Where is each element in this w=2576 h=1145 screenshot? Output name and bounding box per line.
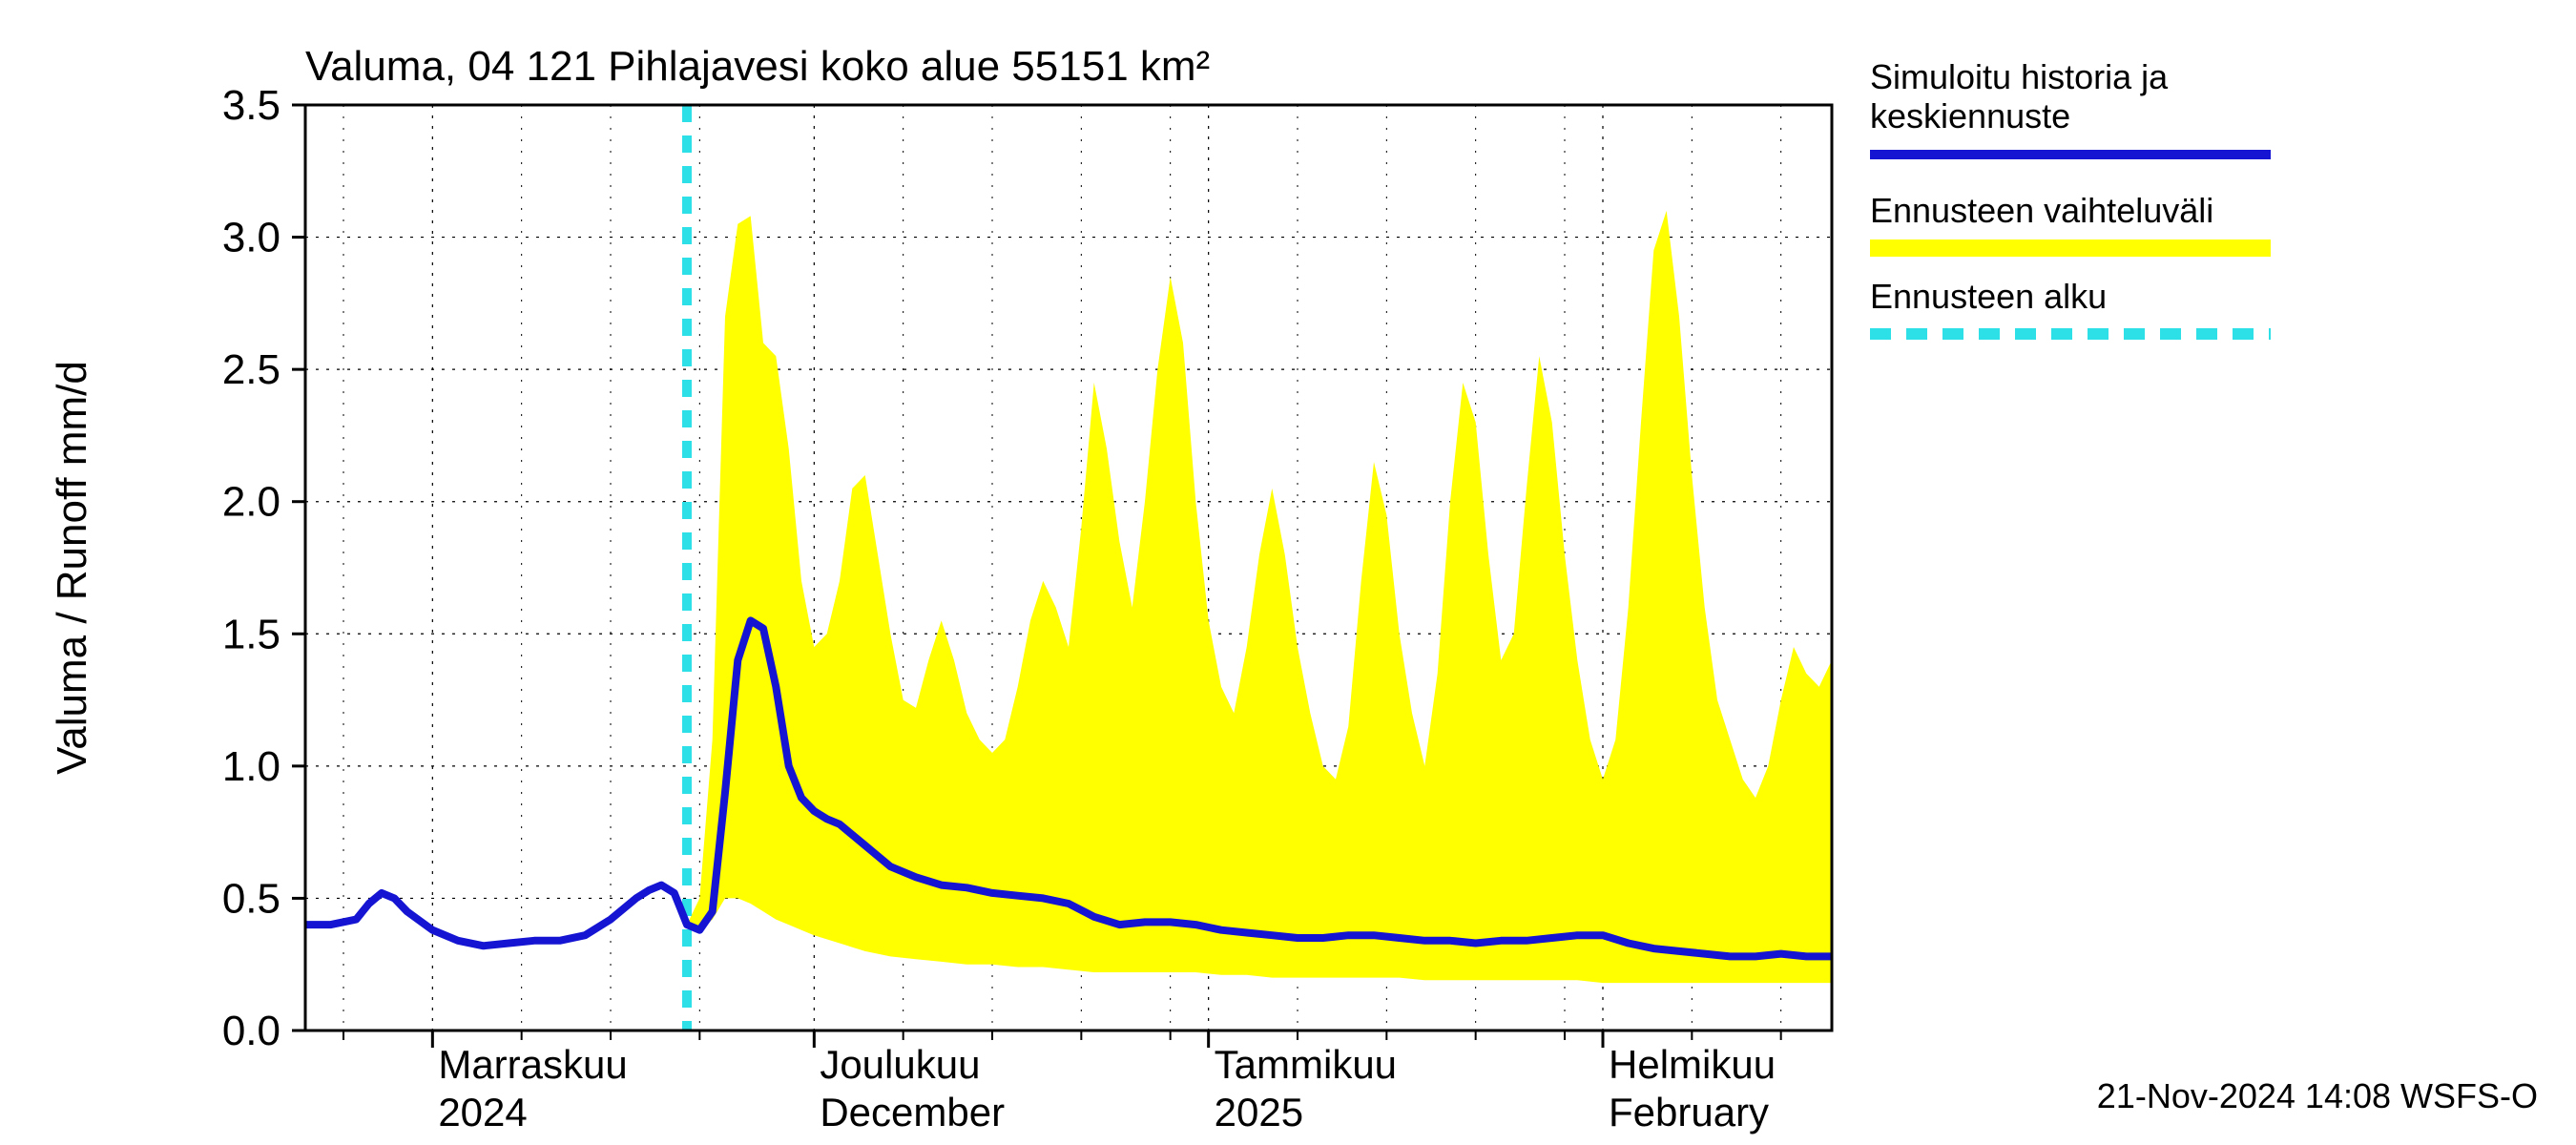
legend-item: Ennusteen vaihteluväli: [1870, 191, 2271, 260]
legend-label: Ennusteen vaihteluväli: [1870, 191, 2271, 230]
legend-label: Ennusteen alku: [1870, 277, 2271, 316]
timestamp-label: 21-Nov-2024 14:08 WSFS-O: [2097, 1076, 2538, 1116]
legend-swatch: [1870, 322, 2271, 346]
legend-swatch: [1870, 142, 2271, 167]
y-tick-label: 0.0: [222, 1008, 280, 1054]
legend-item: Ennusteen alku: [1870, 277, 2271, 346]
chart-title: Valuma, 04 121 Pihlajavesi koko alue 551…: [305, 43, 1210, 90]
y-axis-label: Valuma / Runoff mm/d: [49, 361, 95, 775]
x-month-sublabel: December: [820, 1090, 1005, 1135]
x-month-label: Helmikuu: [1609, 1042, 1776, 1087]
y-tick-label: 2.5: [222, 346, 280, 393]
x-month-sublabel: 2024: [438, 1090, 527, 1135]
chart-stage: Valuma, 04 121 Pihlajavesi koko alue 551…: [0, 0, 2576, 1145]
forecast-band: [687, 211, 1832, 983]
y-tick-label: 2.0: [222, 479, 280, 526]
x-month-label: Joulukuu: [820, 1042, 980, 1087]
x-month-sublabel: 2025: [1215, 1090, 1303, 1135]
y-tick-label: 1.5: [222, 611, 280, 657]
y-tick-label: 3.5: [222, 82, 280, 129]
chart-svg: Valuma, 04 121 Pihlajavesi koko alue 551…: [0, 0, 2576, 1145]
x-month-label: Tammikuu: [1215, 1042, 1397, 1087]
x-month-sublabel: February: [1609, 1090, 1769, 1135]
x-month-label: Marraskuu: [438, 1042, 627, 1087]
y-tick-label: 1.0: [222, 743, 280, 790]
legend-item: Simuloitu historia ja keskiennuste: [1870, 57, 2271, 167]
y-tick-label: 0.5: [222, 875, 280, 922]
y-tick-label: 3.0: [222, 215, 280, 261]
legend-swatch: [1870, 236, 2271, 260]
legend-label: Simuloitu historia ja keskiennuste: [1870, 57, 2271, 136]
